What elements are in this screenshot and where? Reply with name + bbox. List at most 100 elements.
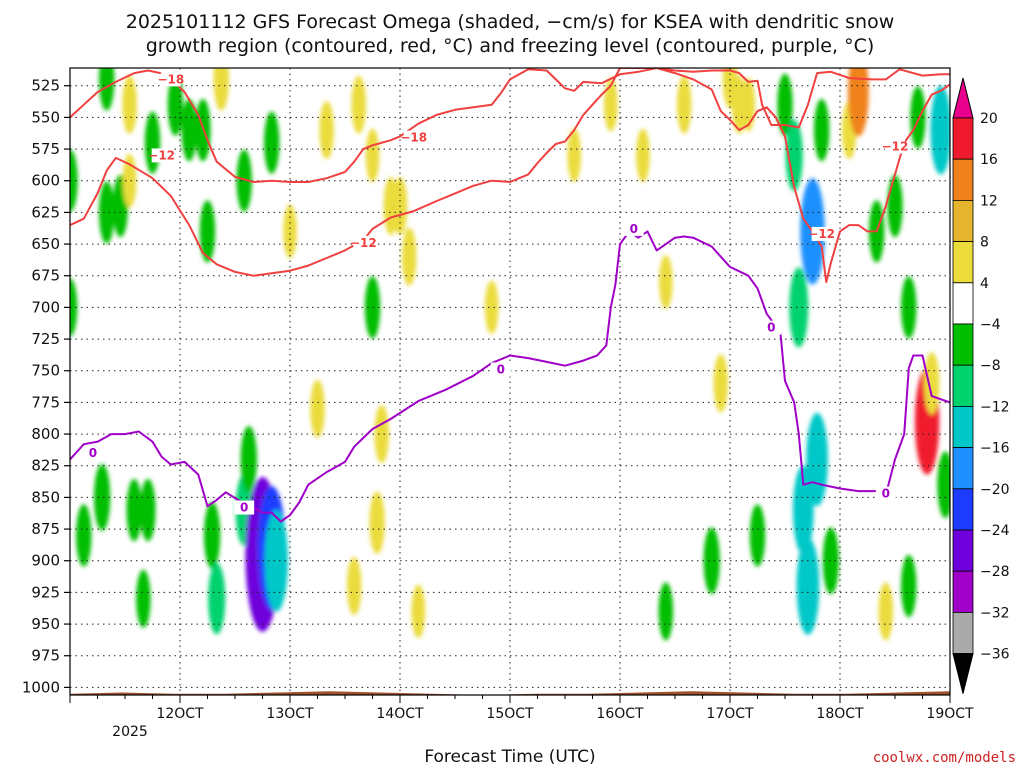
chart-title-line1: 2025101112 GFS Forecast Omega (shaded, −… — [126, 11, 895, 33]
colorbar-label-2: 12 — [980, 193, 998, 209]
ytick-label-550: 550 — [31, 108, 60, 126]
contour-label-bg-9 — [623, 221, 644, 236]
omega-cell-0 — [70, 278, 78, 337]
xtick-label-16OCT: 16OCT — [596, 706, 644, 722]
contour-label-bg-0 — [160, 72, 181, 87]
colorbar-bin-3 — [952, 199, 974, 242]
omega-cell-26 — [263, 111, 280, 174]
contour-label-8: 0 — [497, 362, 505, 376]
omega-cell-9 — [126, 478, 142, 542]
colorbar-label-7: −12 — [980, 399, 1010, 415]
omega-cell-47 — [676, 75, 692, 134]
colorbar-bin-2 — [952, 158, 974, 201]
omega-cell-7 — [122, 75, 137, 134]
ytick-label-875: 875 — [31, 520, 60, 538]
omega-cell-19 — [213, 68, 229, 111]
colorbar-label-12: −32 — [980, 605, 1010, 621]
contour-label-6: 0 — [89, 446, 97, 460]
colorbar-label-5: −4 — [980, 317, 1001, 333]
omega-cell-16 — [199, 200, 216, 263]
ytick-label-650: 650 — [31, 235, 60, 253]
omega-cell-32 — [351, 75, 366, 134]
omega-cell-40 — [411, 584, 426, 639]
ytick-label-575: 575 — [31, 140, 60, 158]
omega-cell-5 — [98, 181, 115, 244]
omega-cell-53 — [749, 504, 766, 567]
ytick-label-750: 750 — [31, 362, 60, 380]
colorbar-label-3: 8 — [980, 235, 989, 251]
omega-cell-31 — [346, 557, 362, 616]
omega-cell-17 — [203, 502, 221, 569]
omega-cell-20 — [236, 149, 252, 212]
ytick-label-975: 975 — [31, 647, 60, 665]
ytick-label-850: 850 — [31, 488, 60, 506]
colorbar-bin-11 — [952, 529, 974, 572]
omega-cell-49 — [713, 354, 729, 413]
omega-cell-41 — [484, 280, 499, 335]
contour-0 — [70, 68, 950, 183]
omega-cell-10 — [136, 569, 151, 628]
x-axis-title: Forecast Time (UTC) — [424, 747, 595, 767]
omega-cell-4 — [98, 68, 115, 111]
credit-text: coolwx.com/models — [873, 750, 1016, 766]
omega-cell-27 — [264, 509, 288, 612]
omega-cell-39 — [401, 227, 417, 286]
omega-cell-2 — [76, 504, 92, 567]
colorbar-bin-1 — [952, 117, 974, 160]
xtick-label-17OCT: 17OCT — [706, 706, 754, 722]
ytick-label-700: 700 — [31, 298, 60, 316]
x-axis: 12OCT 13OCT 14OCT 15OCT 16OCT 17OCT 18OCT 19OCT — [69, 695, 974, 722]
omega-cell-67 — [887, 174, 903, 238]
colorbar-top-arrow — [952, 77, 974, 119]
plot-area: −18 −18 −12 −12 −12 −12 0 0 0 0 0 0 — [70, 68, 950, 695]
contour-label-7: 0 — [240, 501, 248, 515]
omega-cell-3 — [93, 464, 111, 531]
contour-label-4: −12 — [808, 227, 835, 241]
omega-cell-1 — [70, 149, 78, 212]
omega-cell-48 — [703, 527, 720, 595]
contour-label-bg-7 — [234, 500, 255, 515]
colorbar-label-9: −20 — [980, 482, 1010, 498]
contour-label-bg-11 — [875, 486, 896, 501]
colorbar-label-13: −36 — [980, 647, 1010, 663]
contour-label-2: −12 — [148, 148, 175, 162]
omega-cell-29 — [310, 379, 325, 438]
omega-cell-72 — [923, 352, 940, 415]
omega-cell-30 — [319, 101, 334, 160]
colorbar-label-6: −8 — [980, 358, 1001, 374]
omega-cell-60 — [806, 412, 828, 506]
contour-label-9: 0 — [630, 222, 638, 236]
colorbar-label-0: 20 — [980, 111, 998, 127]
xtick-label-12OCT: 12OCT — [156, 706, 204, 722]
omega-cell-55 — [785, 119, 803, 191]
omega-cell-61 — [813, 98, 830, 162]
omega-cell-68 — [901, 276, 917, 339]
colorbar-bin-5 — [952, 282, 974, 325]
omega-cell-74 — [937, 451, 950, 519]
xtick-label-13OCT: 13OCT — [266, 706, 314, 722]
colorbar-bin-8 — [952, 405, 974, 448]
grid-lines — [70, 68, 950, 695]
colorbar-bin-12 — [952, 570, 974, 613]
contour-label-bg-8 — [490, 362, 511, 377]
colorbar-bin-13 — [952, 612, 974, 655]
omega-cell-11 — [140, 478, 156, 542]
omega-cell-14 — [181, 98, 197, 162]
chart-title-line2: growth region (contoured, red, °C) and f… — [146, 35, 875, 57]
contour-label-bg-10 — [761, 320, 782, 335]
ytick-label-950: 950 — [31, 615, 60, 633]
contour-label-bg-1 — [403, 130, 424, 145]
xtick-label-15OCT: 15OCT — [486, 706, 534, 722]
contour-label-3: −12 — [350, 236, 377, 250]
contour-label-11: 0 — [882, 487, 890, 501]
ytick-label-775: 775 — [31, 393, 60, 411]
contour-2 — [70, 230, 950, 523]
xtick-label-14OCT: 14OCT — [376, 706, 424, 722]
xtick-label-18OCT: 18OCT — [816, 706, 864, 722]
colorbar-label-10: −24 — [980, 523, 1010, 539]
omega-cell-64 — [847, 68, 869, 137]
ytick-label-725: 725 — [31, 330, 60, 348]
omega-cell-46 — [658, 582, 674, 641]
contour-label-bg-5 — [885, 139, 905, 154]
contour-label-0: −18 — [157, 72, 184, 86]
